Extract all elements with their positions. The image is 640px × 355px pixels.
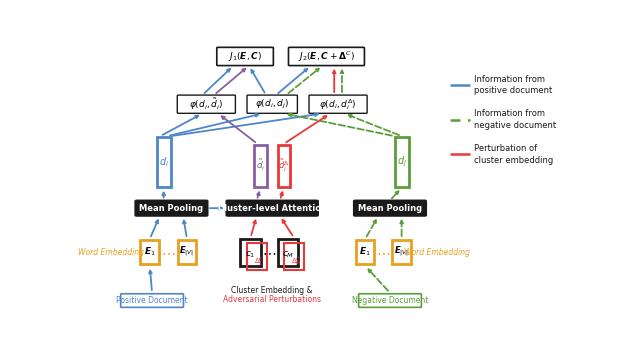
- Text: $\Delta_1^C$: $\Delta_1^C$: [254, 256, 264, 269]
- Text: $\varphi(d_i,\tilde{d}_i)$: $\varphi(d_i,\tilde{d}_i)$: [189, 96, 223, 112]
- FancyBboxPatch shape: [358, 294, 421, 307]
- Text: $c_1$: $c_1$: [245, 250, 256, 260]
- Bar: [241, 239, 260, 266]
- Text: $\cdots$: $\cdots$: [376, 245, 390, 259]
- Bar: [284, 243, 304, 270]
- Text: $d_j$: $d_j$: [397, 155, 406, 169]
- Text: $\varphi(d_i,d_j)$: $\varphi(d_i,d_j)$: [255, 98, 289, 111]
- Bar: [278, 239, 298, 266]
- Text: $J_2(\boldsymbol{E},\boldsymbol{C}+\boldsymbol{\Delta}^C)$: $J_2(\boldsymbol{E},\boldsymbol{C}+\bold…: [298, 49, 355, 64]
- Text: Word Embedding: Word Embedding: [78, 247, 144, 257]
- Bar: [157, 137, 171, 187]
- Bar: [395, 137, 408, 187]
- Text: Cluster-level Attention: Cluster-level Attention: [218, 204, 326, 213]
- Text: Positive Document: Positive Document: [116, 296, 188, 305]
- Bar: [278, 144, 290, 187]
- Text: Mean Pooling: Mean Pooling: [140, 204, 204, 213]
- Text: Information from
positive document: Information from positive document: [474, 75, 552, 95]
- FancyBboxPatch shape: [247, 95, 298, 113]
- Bar: [178, 240, 196, 264]
- Bar: [246, 243, 267, 270]
- Text: $\boldsymbol{E}_{|V|}$: $\boldsymbol{E}_{|V|}$: [179, 245, 195, 259]
- FancyBboxPatch shape: [354, 201, 426, 216]
- Bar: [356, 240, 374, 264]
- Text: $\boldsymbol{E}_1$: $\boldsymbol{E}_1$: [144, 246, 156, 258]
- FancyBboxPatch shape: [289, 47, 364, 66]
- Text: $\boldsymbol{E}_{|V|}$: $\boldsymbol{E}_{|V|}$: [394, 245, 409, 259]
- Bar: [392, 240, 411, 264]
- Text: Word Embedding: Word Embedding: [403, 247, 470, 257]
- Text: $\tilde{d}_i$: $\tilde{d}_i$: [256, 158, 266, 174]
- Text: $d_i$: $d_i$: [159, 155, 169, 169]
- FancyBboxPatch shape: [217, 47, 273, 66]
- Text: $\varphi(d_i,d_i^\Delta)$: $\varphi(d_i,d_i^\Delta)$: [319, 97, 357, 112]
- FancyBboxPatch shape: [177, 95, 236, 113]
- Text: $\tilde{d}_i^\Delta$: $\tilde{d}_i^\Delta$: [278, 158, 289, 174]
- Text: Information from
negative document: Information from negative document: [474, 109, 556, 130]
- Text: Cluster Embedding &: Cluster Embedding &: [232, 286, 313, 295]
- Text: $\cdots$: $\cdots$: [161, 245, 175, 259]
- Text: $c_M$: $c_M$: [282, 250, 294, 260]
- FancyBboxPatch shape: [227, 201, 318, 216]
- Text: Adversarial Perturbations: Adversarial Perturbations: [223, 295, 321, 304]
- Text: Negative Document: Negative Document: [352, 296, 428, 305]
- FancyBboxPatch shape: [309, 95, 367, 113]
- FancyBboxPatch shape: [136, 201, 207, 216]
- Text: $\Delta_M^C$: $\Delta_M^C$: [291, 256, 301, 269]
- Bar: [254, 144, 267, 187]
- Text: $\cdots$: $\cdots$: [262, 245, 276, 259]
- Text: Mean Pooling: Mean Pooling: [358, 204, 422, 213]
- Text: $\boldsymbol{E}_1$: $\boldsymbol{E}_1$: [359, 246, 371, 258]
- Text: Perturbation of
cluster embedding: Perturbation of cluster embedding: [474, 144, 553, 165]
- Bar: [140, 240, 159, 264]
- FancyBboxPatch shape: [121, 294, 184, 307]
- Text: $J_1(\boldsymbol{E},\boldsymbol{C})$: $J_1(\boldsymbol{E},\boldsymbol{C})$: [228, 50, 262, 63]
